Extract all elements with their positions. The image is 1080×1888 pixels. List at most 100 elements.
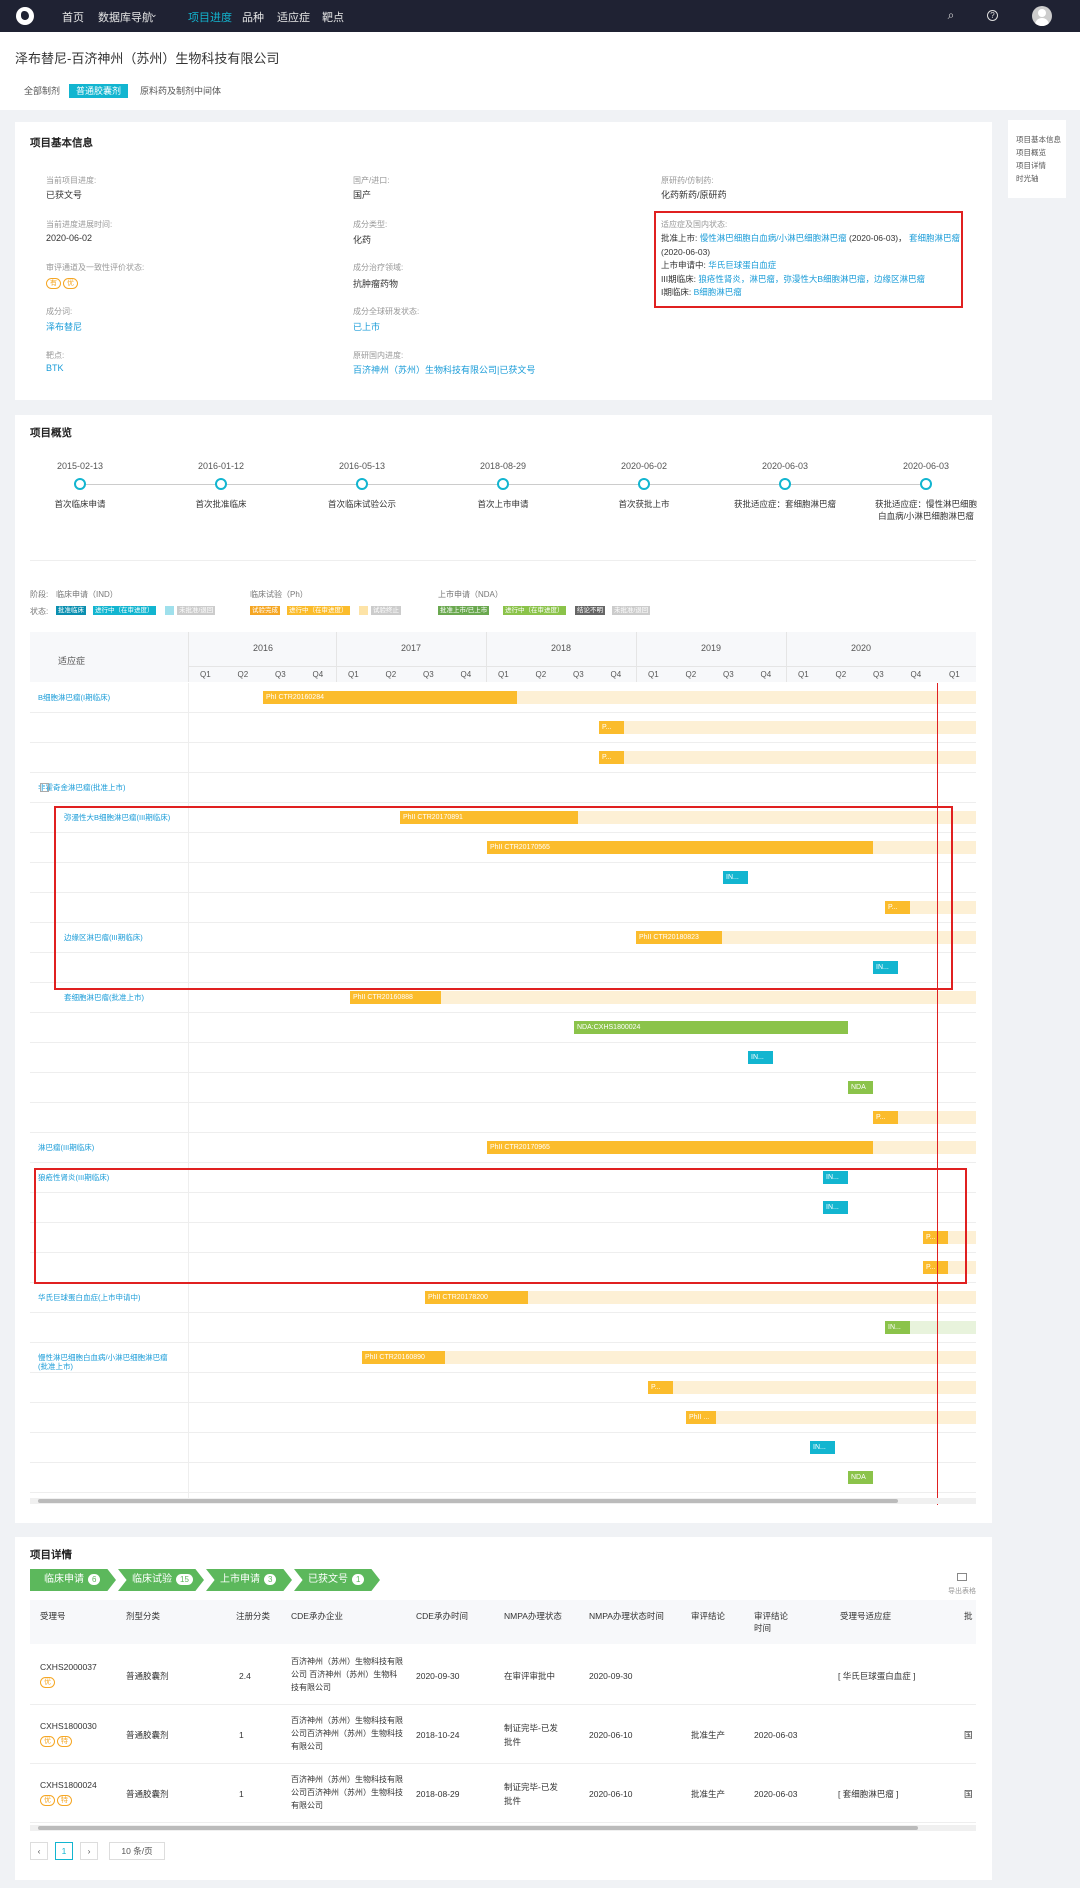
row-batch[interactable]: 国: [964, 1789, 973, 1799]
row-indication[interactable]: [ 华氏巨球蛋白血症 ]: [838, 1671, 916, 1681]
gantt-bar[interactable]: NDA: [848, 1081, 873, 1094]
gantt-indication-label[interactable]: 慢性淋巴细胞白血病/小淋巴细胞淋巴瘤(批准上市): [38, 1353, 168, 1371]
stage-tab[interactable]: 上市申请 3: [206, 1569, 292, 1591]
gantt-bar[interactable]: IN...: [885, 1321, 910, 1334]
gantt-bar[interactable]: NDA: [848, 1471, 873, 1484]
gantt-indication-label[interactable]: 套细胞淋巴瘤(批准上市): [64, 993, 144, 1002]
row-status: 制证完毕-已发批件: [504, 1723, 558, 1747]
table-scrollbar[interactable]: [30, 1825, 976, 1831]
th-cde-time[interactable]: CDE承办时间: [416, 1611, 468, 1621]
nav-home[interactable]: 首页: [62, 12, 84, 24]
legend-chip: 进行中（在审进度）: [93, 606, 156, 615]
gantt-bar[interactable]: PhII CTR20178200: [425, 1291, 528, 1304]
nav-target[interactable]: 靶点: [322, 12, 344, 24]
nav-indication[interactable]: 适应症: [277, 12, 310, 24]
timeline-dot[interactable]: [356, 478, 368, 490]
gantt-indication-label[interactable]: 非霍奇金淋巴瘤(批准上市): [38, 783, 126, 792]
gantt-quarter-next: Q1: [949, 670, 960, 679]
nav-project-progress[interactable]: 项目进度: [188, 12, 232, 24]
gantt-bar[interactable]: P...: [923, 1231, 948, 1244]
gantt-indication-label[interactable]: B细胞淋巴瘤(I期临床): [38, 693, 111, 702]
global-status-link[interactable]: 已上市: [353, 322, 381, 332]
gantt-bar[interactable]: P...: [923, 1261, 948, 1274]
gantt-bar[interactable]: P...: [873, 1111, 898, 1124]
gantt-bar[interactable]: PhII CTR20160888: [350, 991, 441, 1004]
gantt-bar[interactable]: PhI CTR20160284: [263, 691, 517, 704]
approved-cll-link[interactable]: 慢性淋巴细胞白血病/小淋巴细胞淋巴瘤: [699, 233, 847, 243]
gantt-bar[interactable]: IN...: [823, 1171, 848, 1184]
originator: 化药新药/原研药: [661, 190, 727, 200]
stage-tab[interactable]: 临床申请 6: [30, 1569, 116, 1591]
stage-tab[interactable]: 已获文号 1: [294, 1569, 380, 1591]
pager-page-1[interactable]: 1: [55, 1842, 73, 1860]
nav-database[interactable]: 数据库导航: [98, 12, 153, 24]
pager-prev[interactable]: ‹: [30, 1842, 48, 1860]
originator-progress-link[interactable]: 百济神州（苏州）生物科技有限公司|已获文号: [353, 365, 536, 375]
stage-tab[interactable]: 临床试验 15: [118, 1569, 204, 1591]
row-indication[interactable]: [ 套细胞淋巴瘤 ]: [838, 1789, 899, 1799]
help-icon[interactable]: ?: [987, 10, 998, 21]
search-icon[interactable]: ⌕: [947, 8, 955, 22]
tab-capsule[interactable]: 普通胶囊剂: [69, 84, 129, 98]
timeline-dot[interactable]: [215, 478, 227, 490]
chevron-down-icon[interactable]: ⌄: [150, 9, 158, 19]
tab-api-intermediate[interactable]: 原料药及制剂中间体: [140, 86, 222, 96]
nav-variety[interactable]: 品种: [242, 12, 264, 24]
p3-links[interactable]: 狼疮性肾炎，淋巴瘤，弥漫性大B细胞淋巴瘤，边缘区淋巴瘤: [698, 273, 926, 284]
gantt-bar[interactable]: PhII CTR20170965: [487, 1141, 873, 1154]
pager-next[interactable]: ›: [80, 1842, 98, 1860]
gantt-bar[interactable]: PhII CTR20160890: [362, 1351, 445, 1364]
gantt-bar[interactable]: IN...: [823, 1201, 848, 1214]
gantt-bar[interactable]: P...: [599, 751, 624, 764]
row-accept-no[interactable]: CXHS1800030: [40, 1721, 97, 1731]
gantt-bar[interactable]: IN...: [810, 1441, 835, 1454]
th-conclusion-time[interactable]: 审评结论时间: [754, 1611, 789, 1633]
current-progress: 已获文号: [46, 190, 83, 200]
gantt-bar[interactable]: PhII CTR20180823: [636, 931, 722, 944]
approved-mcl-link[interactable]: 套细胞淋巴瘤: [909, 233, 961, 243]
row-accept-no[interactable]: CXHS2000037: [40, 1662, 97, 1672]
side-link-timeline[interactable]: 时光轴: [1016, 174, 1039, 183]
timeline-dot[interactable]: [497, 478, 509, 490]
collapse-icon[interactable]: [40, 783, 49, 792]
nda-wm-link[interactable]: 华氏巨球蛋白血症: [708, 260, 777, 270]
gantt-indication-label[interactable]: 淋巴瘤(III期临床): [38, 1143, 95, 1152]
gantt-bar[interactable]: IN...: [723, 871, 748, 884]
gantt-indication-label[interactable]: 华氏巨球蛋白血症(上市申请中): [38, 1293, 141, 1302]
gantt-bar[interactable]: PhII CTR20170565: [487, 841, 873, 854]
gantt-indication-label[interactable]: 狼疮性肾炎(III期临床): [38, 1173, 110, 1182]
timeline-dot[interactable]: [638, 478, 650, 490]
gantt-bar[interactable]: PhII CTR20170891: [400, 811, 578, 824]
gantt-bar[interactable]: IN...: [748, 1051, 773, 1064]
pager-size-select[interactable]: 10 条/页: [109, 1842, 165, 1860]
tab-all-forms[interactable]: 全部制剂: [24, 86, 61, 96]
app-logo[interactable]: [16, 7, 34, 25]
label-current-progress: 当前项目进度:: [46, 176, 97, 185]
gantt-bar[interactable]: NDA:CXHS1800024: [574, 1021, 848, 1034]
gantt-bar[interactable]: P...: [648, 1381, 673, 1394]
timeline-dot[interactable]: [920, 478, 932, 490]
side-link-basic[interactable]: 项目基本信息: [1016, 135, 1061, 144]
gantt-scrollbar[interactable]: [30, 1498, 976, 1504]
row-batch[interactable]: 国: [964, 1730, 973, 1740]
table-scroll-thumb[interactable]: [38, 1826, 918, 1830]
avatar[interactable]: [1032, 6, 1052, 26]
gantt-bar[interactable]: P...: [885, 901, 910, 914]
timeline-dot[interactable]: [74, 478, 86, 490]
gantt-bar[interactable]: P...: [599, 721, 624, 734]
p1-link[interactable]: B细胞淋巴瘤: [693, 287, 742, 297]
year-divider: [786, 632, 787, 682]
ingredient-link[interactable]: 泽布替尼: [46, 322, 83, 332]
side-link-details[interactable]: 项目详情: [1016, 161, 1046, 170]
gantt-bar[interactable]: PhII ...: [686, 1411, 716, 1424]
target-link[interactable]: BTK: [46, 363, 64, 373]
timeline-dot[interactable]: [779, 478, 791, 490]
gantt-bar[interactable]: IN...: [873, 961, 898, 974]
gantt-indication-label[interactable]: 边缘区淋巴瘤(III期临床): [64, 933, 143, 942]
export-label[interactable]: 导出表格: [948, 1588, 976, 1595]
side-link-overview[interactable]: 项目概览: [1016, 148, 1046, 157]
gantt-scroll-thumb[interactable]: [38, 1499, 898, 1503]
row-accept-no[interactable]: CXHS1800024: [40, 1780, 97, 1790]
export-icon[interactable]: [957, 1573, 967, 1581]
gantt-indication-label[interactable]: 弥漫性大B细胞淋巴瘤(III期临床): [64, 813, 171, 822]
